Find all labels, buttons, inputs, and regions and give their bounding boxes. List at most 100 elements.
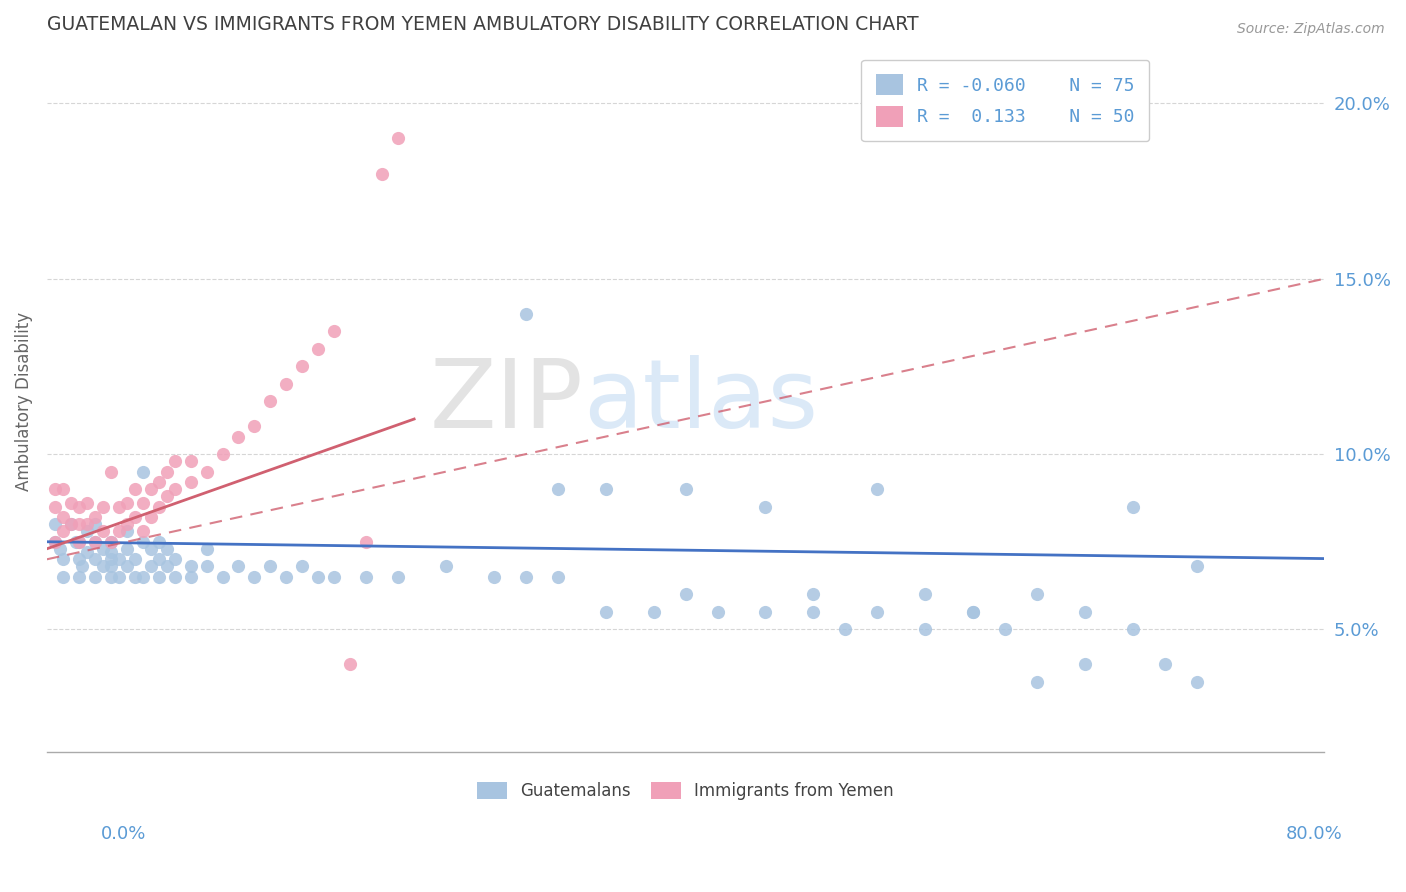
Point [163, 482, 186, 496]
Point [67, 552, 90, 566]
Point [180, 570, 202, 584]
Point [91, 524, 114, 539]
Point [83, 534, 105, 549]
Point [228, 559, 250, 574]
Point [354, 534, 377, 549]
Point [482, 570, 505, 584]
Point [276, 376, 298, 391]
Point [91, 559, 114, 574]
Point [59, 496, 82, 510]
Point [1185, 559, 1208, 574]
Point [259, 559, 281, 574]
Point [124, 552, 146, 566]
Point [675, 587, 697, 601]
Point [44, 534, 66, 549]
Point [76, 524, 98, 539]
Point [834, 623, 856, 637]
Point [124, 570, 146, 584]
Point [52, 482, 75, 496]
Point [131, 496, 153, 510]
Point [83, 510, 105, 524]
Point [115, 559, 138, 574]
Point [139, 541, 162, 556]
Point [83, 534, 105, 549]
Point [195, 559, 218, 574]
Point [91, 500, 114, 514]
Point [156, 541, 179, 556]
Point [1025, 587, 1047, 601]
Point [83, 570, 105, 584]
Point [276, 570, 298, 584]
Point [44, 534, 66, 549]
Point [131, 570, 153, 584]
Point [211, 447, 233, 461]
Point [107, 524, 129, 539]
Point [515, 570, 537, 584]
Point [754, 500, 776, 514]
Point [67, 534, 90, 549]
Point [1153, 657, 1175, 672]
Point [115, 541, 138, 556]
Point [354, 570, 377, 584]
Point [131, 524, 153, 539]
Point [115, 496, 138, 510]
Point [1074, 605, 1097, 619]
Point [100, 545, 122, 559]
Point [866, 605, 889, 619]
Point [107, 570, 129, 584]
Point [163, 570, 186, 584]
Point [100, 534, 122, 549]
Point [387, 131, 409, 145]
Point [547, 570, 569, 584]
Point [211, 570, 233, 584]
Point [67, 570, 90, 584]
Point [52, 570, 75, 584]
Text: 0.0%: 0.0% [101, 825, 146, 843]
Point [52, 552, 75, 566]
Point [962, 605, 984, 619]
Point [180, 475, 202, 490]
Point [754, 605, 776, 619]
Text: 80.0%: 80.0% [1286, 825, 1343, 843]
Point [595, 605, 617, 619]
Text: ZIP: ZIP [429, 355, 583, 448]
Point [48, 541, 70, 556]
Point [156, 559, 179, 574]
Point [866, 482, 889, 496]
Point [100, 465, 122, 479]
Point [44, 482, 66, 496]
Point [70, 559, 93, 574]
Point [323, 324, 346, 338]
Point [148, 570, 170, 584]
Point [1185, 675, 1208, 690]
Point [83, 517, 105, 532]
Point [100, 552, 122, 566]
Point [139, 559, 162, 574]
Point [387, 570, 409, 584]
Point [1122, 500, 1144, 514]
Point [59, 517, 82, 532]
Point [291, 359, 314, 374]
Point [76, 517, 98, 532]
Point [59, 517, 82, 532]
Point [323, 570, 346, 584]
Point [156, 489, 179, 503]
Point [91, 541, 114, 556]
Point [1025, 675, 1047, 690]
Point [706, 605, 728, 619]
Point [67, 534, 90, 549]
Point [107, 552, 129, 566]
Point [291, 559, 314, 574]
Point [67, 500, 90, 514]
Point [115, 517, 138, 532]
Point [67, 517, 90, 532]
Legend: Guatemalans, Immigrants from Yemen: Guatemalans, Immigrants from Yemen [471, 775, 901, 807]
Point [259, 394, 281, 409]
Point [100, 570, 122, 584]
Point [148, 475, 170, 490]
Point [139, 510, 162, 524]
Point [100, 534, 122, 549]
Point [131, 465, 153, 479]
Point [243, 419, 266, 434]
Point [675, 482, 697, 496]
